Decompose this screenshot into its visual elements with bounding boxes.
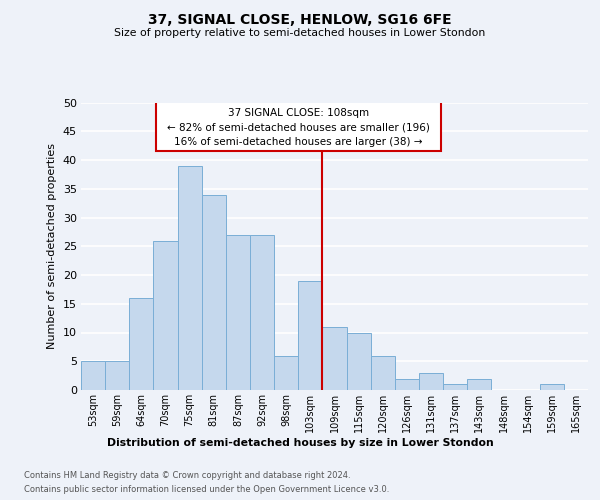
Bar [129,298,154,390]
Bar [540,384,564,390]
Bar [274,356,298,390]
Text: Distribution of semi-detached houses by size in Lower Stondon: Distribution of semi-detached houses by … [107,438,493,448]
Bar [202,194,226,390]
Bar [419,373,443,390]
Bar [81,361,105,390]
Bar [226,235,250,390]
Bar [154,240,178,390]
Text: Contains public sector information licensed under the Open Government Licence v3: Contains public sector information licen… [24,484,389,494]
Bar [298,281,322,390]
Y-axis label: Number of semi-detached properties: Number of semi-detached properties [47,143,57,350]
Text: 37, SIGNAL CLOSE, HENLOW, SG16 6FE: 37, SIGNAL CLOSE, HENLOW, SG16 6FE [148,12,452,26]
Text: Contains HM Land Registry data © Crown copyright and database right 2024.: Contains HM Land Registry data © Crown c… [24,472,350,480]
Text: 16% of semi-detached houses are larger (38) →: 16% of semi-detached houses are larger (… [174,138,422,147]
Bar [347,332,371,390]
Bar [178,166,202,390]
Text: Size of property relative to semi-detached houses in Lower Stondon: Size of property relative to semi-detach… [115,28,485,38]
Text: 37 SIGNAL CLOSE: 108sqm: 37 SIGNAL CLOSE: 108sqm [228,108,369,118]
Bar [156,102,441,152]
Bar [105,361,129,390]
Bar [443,384,467,390]
Bar [467,378,491,390]
Bar [371,356,395,390]
Bar [250,235,274,390]
Bar [395,378,419,390]
Bar [322,327,347,390]
Text: ← 82% of semi-detached houses are smaller (196): ← 82% of semi-detached houses are smalle… [167,123,430,133]
